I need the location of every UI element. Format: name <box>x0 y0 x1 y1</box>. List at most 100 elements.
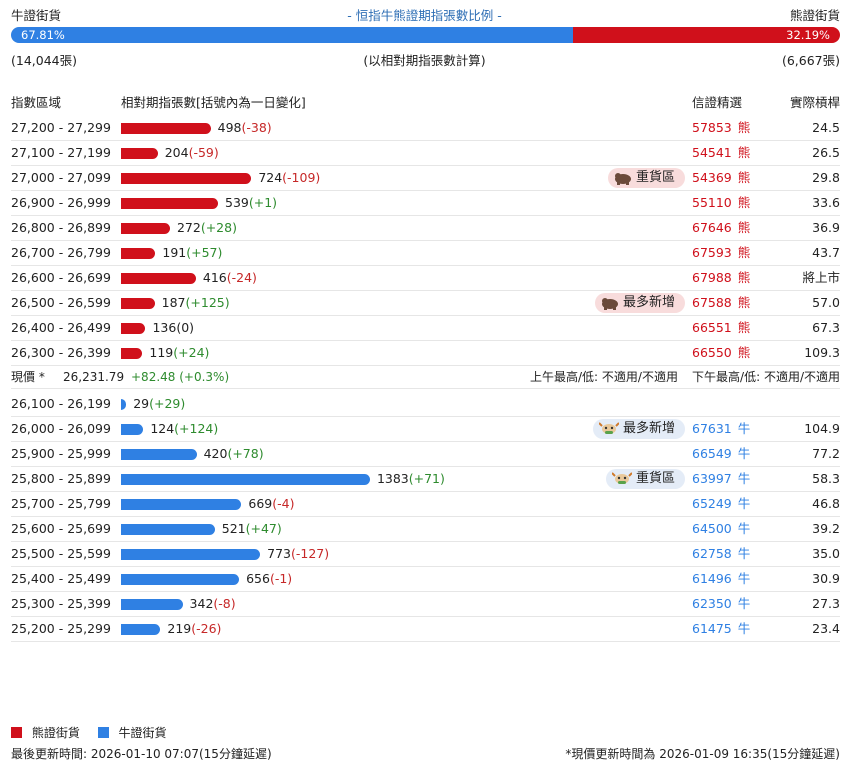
leverage: 104.9 <box>804 421 840 436</box>
legend-swatch <box>97 727 109 738</box>
code: 65249 <box>692 496 732 511</box>
bar <box>121 474 370 485</box>
leverage: 77.2 <box>812 446 840 461</box>
code: 54541 <box>692 145 732 160</box>
range: 26,400 - 26,499 <box>11 320 111 335</box>
bar <box>121 524 215 535</box>
col-header: 指數區域 <box>11 95 62 110</box>
range: 25,300 - 25,399 <box>11 596 111 611</box>
table-row: 25,500 - 25,599 773(-127) 62758 牛 35.0 <box>11 542 840 567</box>
pm-range: 下午最高/低: 不適用/不適用 <box>692 370 840 384</box>
change: (-127) <box>290 546 330 561</box>
table-row: 26,900 - 26,999 539(+1) 55110 熊 33.6 <box>11 191 840 216</box>
table-row: 27,100 - 27,199 204(-59) 54541 熊 26.5 <box>11 141 840 166</box>
count: 498 <box>217 120 242 135</box>
col-header: 相對期指張數[括號內為一日變化] <box>121 95 306 110</box>
bar <box>121 399 127 410</box>
badge-icon <box>598 422 620 434</box>
bear-pct: 32.19% <box>786 28 830 42</box>
change: (+24) <box>173 345 210 360</box>
bar <box>121 198 219 209</box>
bear-ratio: 32.19% <box>573 27 840 43</box>
range: 25,400 - 25,499 <box>11 571 111 586</box>
badge-icon <box>611 472 633 484</box>
leverage: 30.9 <box>812 571 840 586</box>
kind: 牛 <box>737 421 751 436</box>
count-label: 29(+29) <box>133 392 185 416</box>
bull-label: 牛證街貨 <box>11 8 62 23</box>
range: 26,300 - 26,399 <box>11 345 111 360</box>
table-row: 25,700 - 25,799 669(-4) 65249 牛 46.8 <box>11 492 840 517</box>
kind: 牛 <box>737 546 751 561</box>
kind: 牛 <box>737 571 751 586</box>
count: 521 <box>221 521 246 536</box>
range: 26,000 - 26,099 <box>11 421 111 436</box>
kind: 牛 <box>737 446 751 461</box>
code: 54369 <box>692 170 732 185</box>
table-row: 25,200 - 25,299 219(-26) 61475 牛 23.4 <box>11 617 840 642</box>
bar <box>121 424 144 435</box>
change: (-1) <box>269 571 293 586</box>
code: 55110 <box>692 195 732 210</box>
kind: 熊 <box>737 120 751 135</box>
count: 124 <box>150 421 175 436</box>
bar <box>121 173 252 184</box>
badge-text: 最多新增 <box>622 295 675 310</box>
count: 539 <box>225 195 249 210</box>
change: (-59) <box>188 145 219 160</box>
warrant-code: 55110 熊 <box>692 191 750 215</box>
leverage: 46.8 <box>812 496 840 511</box>
warrant-code: 66549 牛 <box>692 442 750 466</box>
table-row: 26,300 - 26,399 119(+24) 66550 熊 109.3 <box>11 341 840 366</box>
code: 67988 <box>692 270 732 285</box>
count-label: 1383(+71) <box>377 467 445 491</box>
table-row: 26,400 - 26,499 136(0) 66551 熊 67.3 <box>11 316 840 341</box>
legend: 熊證街貨 牛證街貨 <box>11 724 167 741</box>
leverage: 27.3 <box>812 596 840 611</box>
count-label: 191(+57) <box>162 241 222 265</box>
warrant-code: 67631 牛 <box>692 417 750 441</box>
badge: 最多新增 <box>594 293 685 313</box>
bar <box>121 298 155 309</box>
footer-right: *現價更新時間為 2026-01-09 16:35(15分鐘延遲) <box>565 747 840 761</box>
legend-label: 牛證街貨 <box>118 726 167 740</box>
count-label: 724(-109) <box>258 166 320 190</box>
table-row: 26,800 - 26,899 272(+28) 67646 熊 36.9 <box>11 216 840 241</box>
kind: 熊 <box>737 345 751 360</box>
count: 219 <box>167 621 192 636</box>
kind: 牛 <box>737 471 751 486</box>
count: 773 <box>267 546 291 561</box>
count: 656 <box>246 571 270 586</box>
range: 25,900 - 25,999 <box>11 446 111 461</box>
count-label: 187(+125) <box>162 291 230 315</box>
range: 25,600 - 25,699 <box>11 521 111 536</box>
bar <box>121 449 197 460</box>
warrant-code: 67593 熊 <box>692 241 750 265</box>
badge-icon <box>614 173 631 185</box>
badge: 重貨區 <box>605 469 685 489</box>
bar <box>121 549 261 560</box>
leverage: 36.9 <box>812 220 840 235</box>
count-label: 539(+1) <box>225 191 277 215</box>
change: (+47) <box>245 521 282 536</box>
table-row: 26,600 - 26,699 416(-24) 67988 熊 將上市 <box>11 266 840 291</box>
code: 67593 <box>692 245 732 260</box>
count-label: 272(+28) <box>177 216 237 240</box>
range: 25,500 - 25,599 <box>11 546 111 561</box>
change: (-109) <box>282 170 321 185</box>
table-row: 27,200 - 27,299 498(-38) 57853 熊 24.5 <box>11 116 840 141</box>
code: 66549 <box>692 446 732 461</box>
price-value: 26,231.79 <box>63 370 125 384</box>
leverage: 39.2 <box>812 521 840 536</box>
count: 136 <box>152 320 177 335</box>
count-label: 656(-1) <box>246 567 292 591</box>
ratio-bar: 67.81% 32.19% <box>11 27 840 43</box>
change: (-4) <box>272 496 295 511</box>
warrant-code: 67588 熊 <box>692 291 750 315</box>
bar <box>121 499 242 510</box>
warrant-code: 67988 熊 <box>692 266 750 290</box>
count: 416 <box>202 270 227 285</box>
bear-label: 熊證街貨 <box>789 8 840 23</box>
warrant-code: 61496 牛 <box>692 567 750 591</box>
warrant-code: 67646 熊 <box>692 216 750 240</box>
